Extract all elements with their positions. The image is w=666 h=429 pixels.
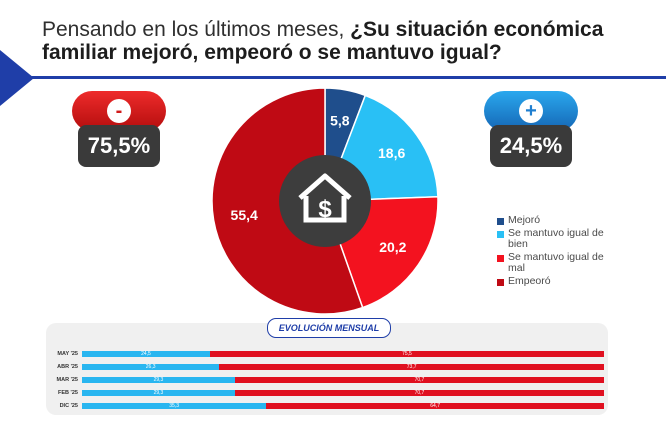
header-divider	[0, 76, 666, 79]
svg-text:$: $	[318, 196, 332, 223]
legend-item-igual-mal: Se mantuvo igual de mal	[497, 252, 657, 274]
legend-item-mejoro: Mejoró	[497, 215, 657, 226]
plus-icon: +	[519, 99, 543, 123]
evolution-month-label: ABR '25	[57, 364, 78, 370]
donut-chart: 5,8 18,6 20,2 55,4 $	[211, 87, 439, 315]
bar-segment-positive: 24,5	[82, 351, 210, 357]
pie-value-label: 18,6	[378, 145, 405, 161]
evolution-month-label: MAR '25	[56, 377, 78, 383]
legend-item-igual-bien: Se mantuvo igual de bien	[497, 228, 657, 250]
evolution-month-label: DIC '25	[59, 403, 78, 409]
house-dollar-icon: $	[298, 173, 352, 223]
chart-legend: Mejoró Se mantuvo igual de bien Se mantu…	[497, 215, 657, 289]
donut-hole	[279, 155, 371, 247]
corner-decoration	[0, 50, 34, 106]
legend-label: Empeoró	[508, 275, 551, 287]
stacked-bar: 35,3 64,7	[82, 403, 604, 409]
legend-swatch	[497, 231, 504, 238]
positive-total: 24,5%	[490, 125, 572, 167]
bar-segment-positive: 26,3	[82, 364, 220, 370]
bar-segment-negative: 70,7	[234, 377, 604, 383]
stacked-bar: 24,5 75,5	[82, 351, 604, 357]
bar-segment-negative: 73,7	[219, 364, 604, 370]
evolution-row: ABR '25 26,3 73,7	[52, 364, 604, 370]
pie-value-label: 5,8	[330, 112, 350, 128]
legend-label: Se mantuvo igual de mal	[508, 251, 604, 274]
bar-segment-positive: 35,3	[82, 403, 267, 409]
legend-item-empeoro: Empeoró	[497, 276, 657, 287]
evolution-row: MAY '25 24,5 75,5	[52, 351, 604, 357]
monthly-evolution-title: EVOLUCIÓN MENSUAL	[267, 318, 391, 338]
bar-segment-negative: 64,7	[266, 403, 604, 409]
title-prefix: Pensando en los últimos meses,	[42, 18, 351, 41]
evolution-month-label: FEB '25	[58, 390, 78, 396]
legend-label: Mejoró	[508, 214, 541, 226]
page-title: Pensando en los últimos meses, ¿Su situa…	[42, 18, 642, 64]
minus-icon: -	[107, 99, 131, 123]
pie-value-label: 55,4	[231, 207, 258, 223]
negative-total: 75,5%	[78, 125, 160, 167]
legend-swatch	[497, 255, 504, 262]
legend-swatch	[497, 218, 504, 225]
evolution-month-label: MAY '25	[57, 351, 78, 357]
evolution-row: DIC '25 35,3 64,7	[52, 403, 604, 409]
bar-segment-negative: 75,5	[209, 351, 604, 357]
bar-segment-positive: 29,3	[82, 390, 235, 396]
stacked-bar: 26,3 73,7	[82, 364, 604, 370]
pie-value-label: 20,2	[379, 239, 406, 255]
bar-segment-positive: 29,3	[82, 377, 235, 383]
evolution-row: MAR '25 29,3 70,7	[52, 377, 604, 383]
legend-label: Se mantuvo igual de bien	[508, 227, 604, 250]
stacked-bar: 29,3 70,7	[82, 377, 604, 383]
stacked-bar: 29,3 70,7	[82, 390, 604, 396]
evolution-row: FEB '25 29,3 70,7	[52, 390, 604, 396]
bar-segment-negative: 70,7	[234, 390, 604, 396]
legend-swatch	[497, 279, 504, 286]
title-question: ¿Su situación económica familiar mejoró,…	[42, 18, 604, 64]
